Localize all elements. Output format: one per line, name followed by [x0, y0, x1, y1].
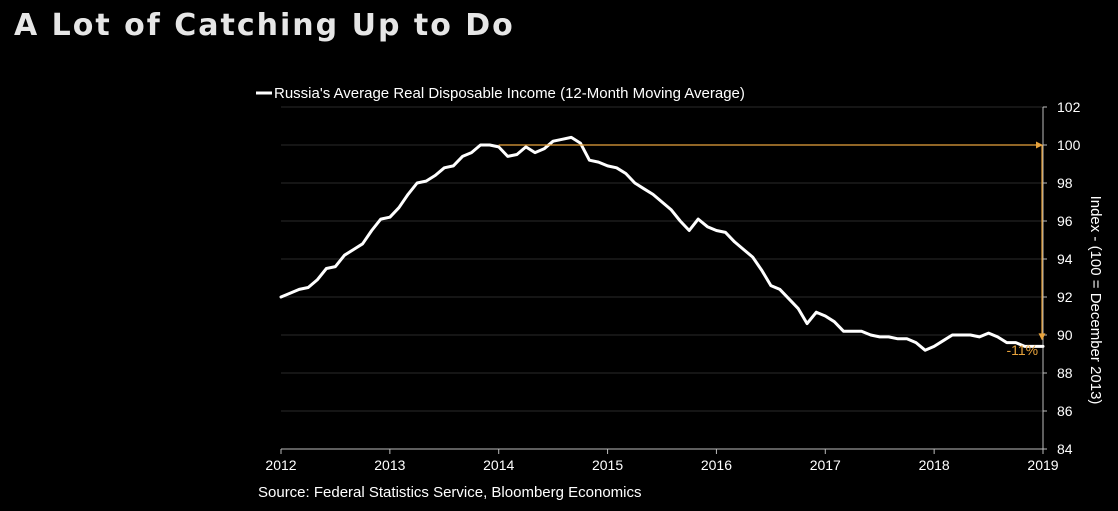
x-tick-label: 2017 [810, 457, 841, 473]
y-tick-label: 98 [1057, 175, 1073, 191]
y-tick-label: 100 [1057, 137, 1081, 153]
y-tick-label: 90 [1057, 327, 1073, 343]
gridlines [281, 106, 1043, 412]
y-tick-label: 88 [1057, 365, 1073, 381]
y-tick-label: 94 [1057, 251, 1073, 267]
legend-label: Russia's Average Real Disposable Income … [274, 85, 745, 102]
y-tick-label: 86 [1057, 403, 1073, 419]
legend: Russia's Average Real Disposable Income … [256, 85, 745, 102]
source-note: Source: Federal Statistics Service, Bloo… [258, 484, 642, 501]
series-layer [279, 135, 1045, 352]
x-tick-label: 2014 [483, 457, 514, 473]
y-tick-label: 102 [1057, 99, 1081, 115]
x-tick-label: 2019 [1027, 457, 1058, 473]
y-tick-label: 84 [1057, 441, 1073, 457]
x-tick-label: 2015 [592, 457, 623, 473]
x-tick-label: 2018 [919, 457, 950, 473]
y-tick-label: 96 [1057, 213, 1073, 229]
axes: 84 86 88 90 92 94 96 98 100 102 2012 2013 2014 2015 20… [265, 99, 1080, 473]
y-tick-label: 92 [1057, 289, 1073, 305]
x-tick-label: 2016 [701, 457, 732, 473]
annotations: -11% [498, 141, 1046, 358]
drop-arrowhead [1038, 333, 1046, 341]
x-tick-label: 2013 [374, 457, 405, 473]
reference-arrowhead [1036, 141, 1043, 149]
change-annotation: -11% [1006, 342, 1038, 358]
y-axis-label: Index - (100 = December 2013) [1087, 196, 1104, 405]
x-tick-label: 2012 [265, 457, 296, 473]
chart-title: A Lot of Catching Up to Do [14, 8, 515, 43]
series-line-0 [279, 135, 1045, 352]
